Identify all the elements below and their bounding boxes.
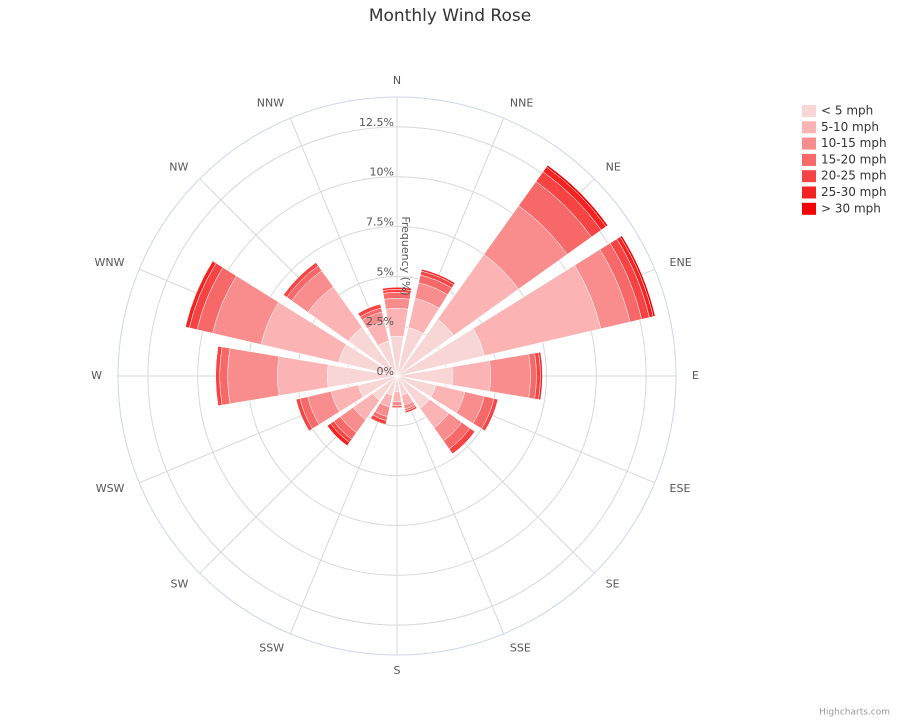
bar-segment	[420, 268, 456, 286]
y-tick-label: 5%	[377, 265, 394, 278]
legend-label: 15-20 mph	[821, 152, 887, 166]
legend-label: 20-25 mph	[821, 169, 887, 183]
category-label: NE	[606, 160, 621, 173]
category-label: ENE	[670, 256, 692, 269]
bar-segment	[326, 423, 350, 447]
bar-segment	[538, 351, 543, 401]
bar-segment	[481, 398, 499, 432]
category-label: SW	[171, 578, 189, 591]
legend-label: 25-30 mph	[821, 185, 887, 199]
category-label: SSW	[259, 642, 284, 655]
category-label: WNW	[94, 256, 124, 269]
category-label: ESE	[670, 482, 691, 495]
bar-segment	[619, 235, 656, 317]
legend-swatch	[802, 137, 816, 150]
bar-segment	[295, 398, 313, 432]
category-label: SE	[606, 578, 620, 591]
bar-segment	[392, 391, 402, 403]
y-tick-label: 2.5%	[366, 315, 394, 328]
category-label: NW	[169, 160, 188, 173]
legend-label: > 30 mph	[821, 201, 881, 215]
legend-swatch	[802, 153, 816, 166]
legend-swatch	[802, 170, 816, 183]
bar-segment	[357, 303, 382, 318]
category-label: SSE	[510, 642, 531, 655]
bar-segment	[383, 298, 411, 310]
bar-segment	[382, 287, 412, 291]
bar-segment	[451, 360, 491, 392]
bar-segment	[546, 164, 609, 227]
legend-label: < 5 mph	[821, 104, 873, 118]
category-label: E	[692, 369, 699, 382]
legend-swatch	[802, 105, 816, 117]
bar-segment	[370, 414, 387, 425]
category-label: S	[394, 664, 401, 677]
category-label: W	[91, 369, 102, 382]
outer-circle	[117, 96, 677, 656]
bar-segment	[215, 345, 223, 407]
bar-segment	[227, 347, 280, 405]
category-label: NNW	[257, 96, 284, 109]
bar-segment	[391, 405, 403, 409]
bar-segment	[489, 353, 531, 399]
category-label: N	[393, 74, 401, 87]
credit[interactable]: Highcharts.com	[819, 708, 890, 718]
bar-segment	[277, 356, 329, 396]
category-label: NNE	[510, 96, 533, 109]
legend-swatch	[802, 121, 816, 134]
bar-segment	[391, 401, 403, 407]
y-axis-title: Frequency (%)	[399, 216, 412, 295]
y-tick-label: 0%	[377, 365, 394, 378]
legend-swatch	[802, 186, 816, 199]
grid-spoke	[396, 375, 505, 634]
y-tick-label: 10%	[370, 166, 394, 179]
category-label: WSW	[96, 482, 125, 495]
y-tick-label: 7.5%	[366, 216, 394, 229]
bar-segment	[404, 406, 418, 414]
chart-title: Monthly Wind Rose	[369, 6, 531, 26]
bar-segment	[448, 427, 476, 455]
legend-label: 10-15 mph	[821, 136, 887, 150]
y-tick-label: 12.5%	[359, 116, 394, 129]
bar-segment	[185, 260, 217, 329]
bar-segment	[283, 262, 319, 298]
legend-label: 5-10 mph	[821, 120, 879, 134]
legend-swatch	[802, 202, 816, 215]
